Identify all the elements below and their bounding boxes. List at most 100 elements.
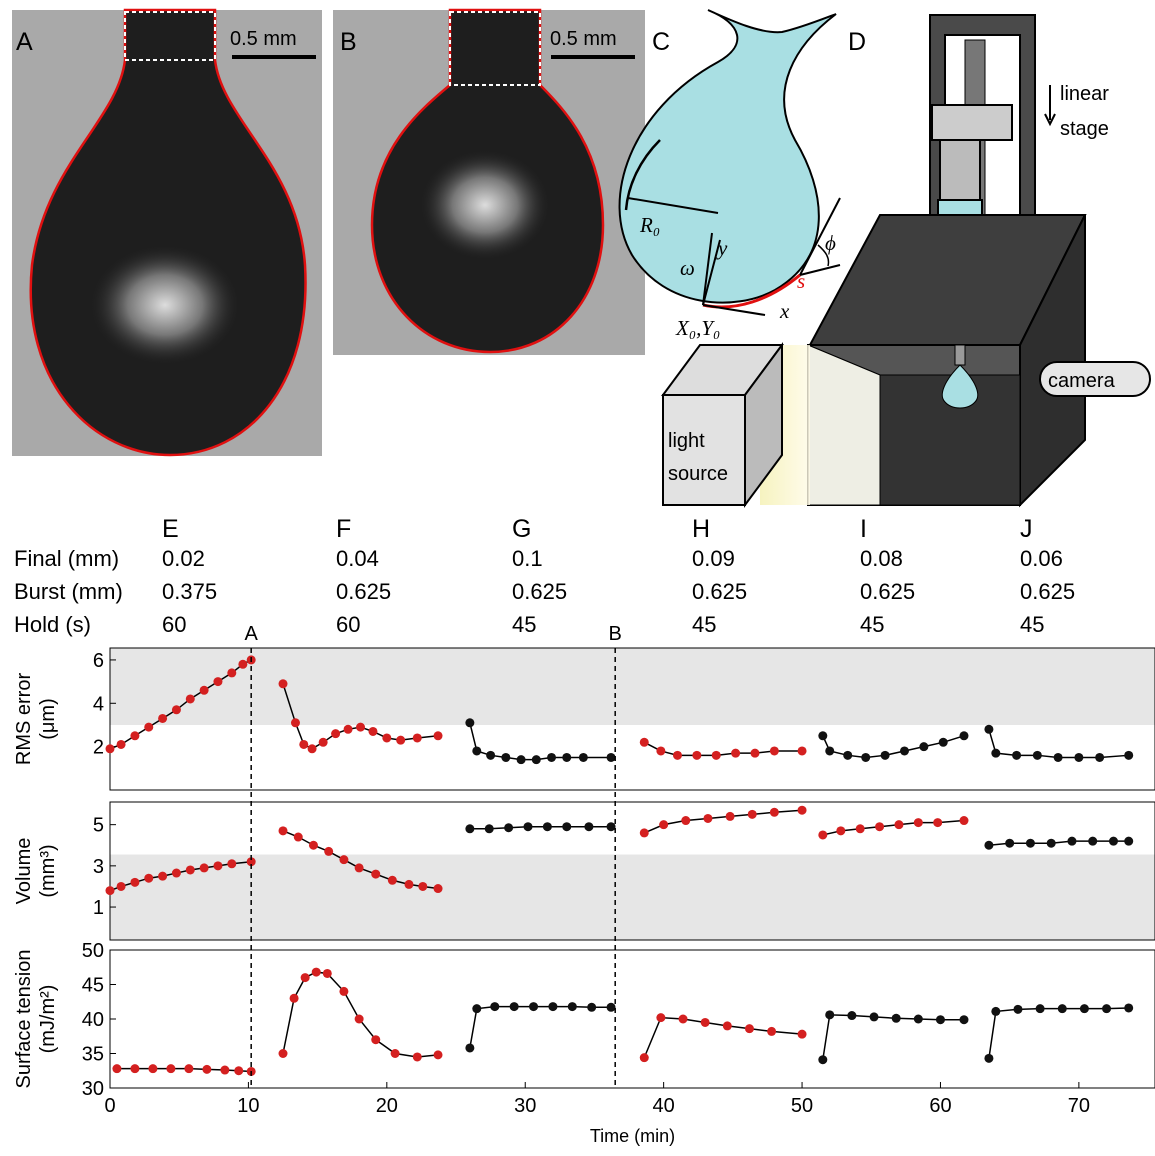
y-tick-label: 1: [93, 897, 104, 919]
data-point: [130, 877, 140, 887]
x-tick-label: 50: [791, 1095, 813, 1117]
data-point: [1124, 750, 1134, 760]
data-point: [843, 750, 853, 760]
data-point: [412, 733, 422, 743]
data-point: [199, 685, 209, 695]
data-point: [465, 1043, 475, 1053]
table-cell: 0.06: [1020, 546, 1063, 571]
table-cell: 45: [512, 612, 536, 637]
data-point: [368, 726, 378, 736]
data-point: [1057, 1004, 1067, 1014]
data-point: [516, 755, 526, 765]
data-point: [158, 713, 168, 723]
data-point: [354, 1014, 364, 1024]
data-point: [238, 659, 248, 669]
data-point: [1124, 1003, 1134, 1013]
data-point: [899, 746, 909, 756]
data-point: [289, 993, 299, 1003]
data-point: [307, 744, 317, 754]
data-point: [722, 1021, 732, 1031]
diagram-label: X₀,Y₀: [675, 316, 720, 340]
data-point: [825, 746, 835, 756]
diagram-label: x: [779, 299, 790, 323]
data-point: [130, 731, 140, 741]
data-point: [382, 733, 392, 743]
data-point: [1102, 1004, 1112, 1014]
y-tick-label: 35: [82, 1044, 104, 1066]
data-point: [913, 1014, 923, 1024]
data-point: [678, 1014, 688, 1024]
data-line: [643, 741, 803, 757]
data-point: [371, 869, 381, 879]
data-point: [991, 748, 1001, 758]
data-point: [567, 1002, 577, 1012]
data-point: [116, 739, 126, 749]
stage-label: stage: [1060, 118, 1109, 140]
data-point: [991, 1006, 1001, 1016]
column-label: J: [1020, 515, 1033, 543]
data-point: [322, 968, 332, 978]
data-point: [744, 1024, 754, 1034]
diagram-label: y: [716, 236, 728, 260]
data-point: [587, 1002, 597, 1012]
data-point: [984, 724, 994, 734]
data-point: [199, 863, 209, 873]
data-point: [769, 807, 779, 817]
data-point: [959, 816, 969, 826]
data-point: [1124, 836, 1134, 846]
data-point: [144, 722, 154, 732]
data-point: [659, 820, 669, 830]
y-tick-label: 2: [93, 737, 104, 759]
data-point: [1108, 836, 1118, 846]
data-point: [339, 986, 349, 996]
diagram-label: s: [797, 269, 805, 293]
data-point: [769, 746, 779, 756]
panel-label: B: [340, 28, 357, 56]
data-point: [1067, 836, 1077, 846]
data-point: [656, 746, 666, 756]
table-cell: 0.04: [336, 546, 379, 571]
x-tick-label: 20: [376, 1095, 398, 1117]
y-tick-label: 45: [82, 975, 104, 997]
data-point: [213, 677, 223, 687]
data-point: [818, 1055, 828, 1065]
data-line: [988, 1007, 1129, 1059]
data-point: [171, 705, 181, 715]
data-point: [639, 828, 649, 838]
data-point: [356, 722, 366, 732]
data-point: [234, 1066, 244, 1076]
data-point: [311, 967, 321, 977]
data-point: [213, 861, 223, 871]
data-point: [418, 881, 428, 891]
data-point: [465, 824, 475, 834]
data-point: [144, 873, 154, 883]
data-point: [465, 718, 475, 728]
shaded-region: [110, 854, 1155, 940]
y-axis-label: (μm): [37, 698, 59, 740]
x-tick-label: 0: [104, 1095, 115, 1117]
data-point: [227, 859, 237, 869]
panel-label: A: [16, 28, 33, 56]
data-point: [725, 811, 735, 821]
data-point: [797, 1029, 807, 1039]
data-point: [490, 1002, 500, 1012]
table-cell: 60: [336, 612, 360, 637]
data-point: [184, 1064, 194, 1074]
panel-label: D: [848, 28, 866, 56]
data-point: [1074, 752, 1084, 762]
x-tick-label: 10: [237, 1095, 259, 1117]
data-point: [1088, 836, 1098, 846]
drop-diagram: [618, 9, 841, 316]
data-point: [542, 822, 552, 832]
data-point: [148, 1064, 158, 1074]
data-point: [529, 1002, 539, 1012]
table-cell: 0.625: [512, 579, 567, 604]
table-cell: 0.375: [162, 579, 217, 604]
y-tick-label: 4: [93, 693, 104, 715]
y-tick-label: 6: [93, 650, 104, 672]
stage-label: linear: [1060, 83, 1109, 105]
data-point: [331, 729, 341, 739]
data-point: [1032, 750, 1042, 760]
data-point: [105, 744, 115, 754]
table-cell: 0.09: [692, 546, 735, 571]
